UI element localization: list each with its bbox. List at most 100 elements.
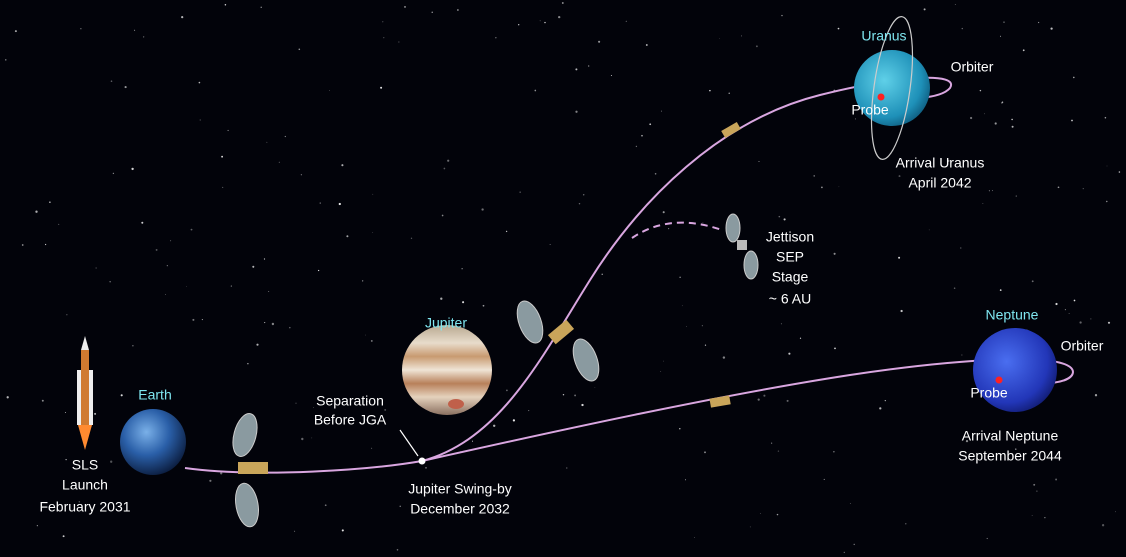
star [641,134,643,137]
star [660,371,662,372]
star [566,467,568,469]
star [268,291,270,292]
star [549,244,551,245]
star [289,326,291,329]
star [41,399,44,402]
star [820,186,823,189]
planet-label: Uranus [861,28,906,44]
star [341,164,344,167]
planet-label: Neptune [986,307,1039,323]
probe-label: Probe [970,385,1008,401]
uranus-ring [870,16,914,160]
spacecraft-sep [232,413,268,528]
star [561,2,564,4]
star [230,285,232,287]
star [539,20,541,22]
star [313,406,314,408]
star [415,486,417,488]
jettison-label: Stage [772,269,809,285]
star [663,360,664,362]
jupiter [402,325,492,415]
star [704,344,707,346]
star [166,265,168,267]
uranus-trajectory [184,76,953,474]
star [1011,125,1014,128]
star [165,294,166,295]
star [740,35,742,37]
star [338,202,341,206]
star [425,467,427,469]
star [372,193,374,195]
star [132,345,134,347]
star [21,244,24,246]
star [757,398,760,401]
star [295,402,297,404]
star [837,27,840,30]
star [558,15,561,19]
star [686,326,687,327]
star [65,458,67,461]
star [660,110,663,112]
orbiter-label: Orbiter [1061,338,1104,354]
separation-label: Before JGA [314,412,387,428]
star [905,523,907,525]
star [954,3,956,5]
star [898,256,901,259]
star [1079,321,1082,324]
star [247,363,249,365]
star [853,543,855,546]
star [1101,524,1105,527]
star [961,354,963,356]
star [329,90,330,91]
star [36,525,38,527]
star [109,281,111,283]
star [324,504,327,507]
star [884,399,886,402]
swingby-label: Jupiter Swing-by [408,481,512,497]
star [301,437,304,441]
star [120,394,123,397]
star [271,322,275,326]
star [220,472,223,475]
star [519,191,521,193]
star [62,535,65,538]
star [317,269,320,272]
star [771,442,773,444]
star [512,419,516,422]
star [1106,200,1108,203]
star [749,526,751,528]
star [35,210,38,213]
star [991,190,994,192]
star [186,286,187,287]
jettisoned-stage [725,213,759,280]
star [649,123,652,126]
star [482,304,485,307]
star [780,323,782,325]
star [994,122,997,125]
star [965,440,969,443]
star [758,161,760,162]
launch-label: SLS [72,457,98,473]
star [668,228,670,230]
star [1011,118,1013,121]
star [1031,514,1033,516]
star [1055,478,1058,481]
star [1015,195,1017,197]
star [346,235,349,238]
star [879,407,882,410]
star [999,289,1002,291]
star [471,440,474,442]
star [294,530,296,532]
star [833,252,836,255]
star [1064,309,1066,311]
star [701,325,703,327]
earth [120,409,186,475]
star [192,318,195,321]
star [823,478,825,480]
neptune-trajectory [421,358,1075,462]
star [1022,49,1025,52]
star [799,337,802,339]
star [170,240,172,242]
